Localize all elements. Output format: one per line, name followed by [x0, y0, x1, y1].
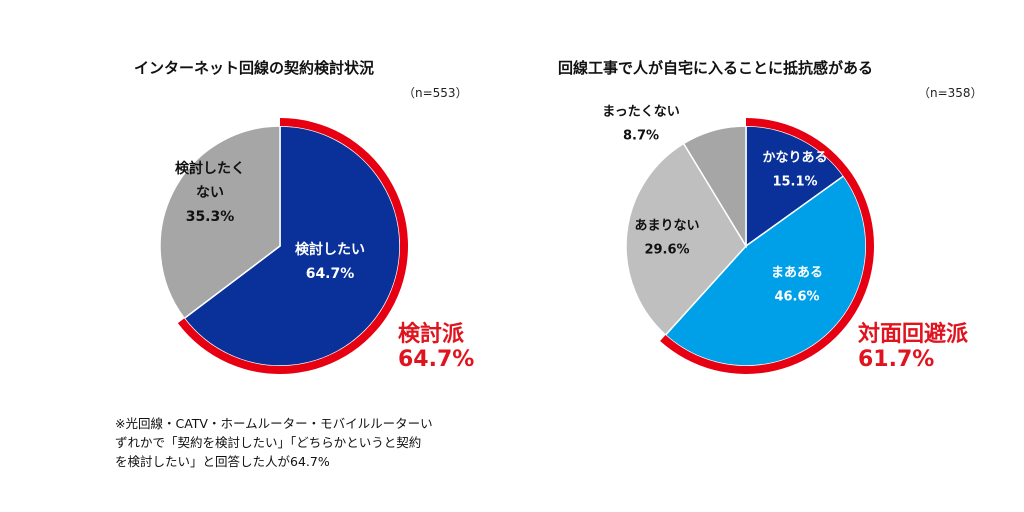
chart1-highlight-value: 64.7%: [398, 347, 475, 373]
chart2-highlight-ring: [660, 118, 875, 374]
chart2-slice-3-value: 29.6%: [644, 243, 689, 258]
chart2-slice-2: [664, 175, 867, 367]
chart1-slice-2-label: 検討したく: [175, 160, 245, 177]
chart1-title: インターネット回線の契約検討状況: [134, 59, 375, 77]
footnote-line-2: ずれかで「契約を検討したい」「どちらかというと契約: [115, 435, 422, 450]
chart2-slice-3: [625, 142, 747, 337]
chart1-highlight-label: 検討派 64.7%: [398, 322, 474, 373]
footnote-line-3: を検討したい」と回答した人が64.7%: [115, 454, 330, 469]
chart2-highlight-value: 61.7%: [858, 347, 935, 373]
chart2-highlight-name: 対面回避派: [858, 322, 969, 347]
chart1-slice-1-label: 検討したい: [295, 241, 365, 258]
chart1-slice-2-label: ない: [196, 185, 224, 201]
chart2-sample-size: （n=358）: [918, 86, 983, 100]
chart2-slice-4-label: まったくない: [602, 105, 679, 120]
chart2-slice-2-value: 46.6%: [774, 290, 819, 305]
chart1-sample-size: （n=553）: [403, 86, 468, 100]
chart2-slice-4: [682, 125, 747, 249]
chart2-slice-3-label: あまりない: [634, 219, 699, 234]
chart2-slice-2-label: まあある: [771, 266, 823, 281]
chart2-slice-1-value: 15.1%: [772, 175, 817, 190]
chart2-slice-1-label: かなりある: [762, 151, 827, 166]
chart1-slice-2: [159, 125, 281, 320]
chart2-slice-4-value: 8.7%: [623, 129, 659, 144]
chart2-title: 回線工事で人が自宅に入ることに抵抗感がある: [558, 59, 874, 77]
chart1-footnote: ※光回線・CATV・ホームルーター・モバイルルーターい ずれかで「契約を検討した…: [115, 414, 433, 471]
chart1-slice-1-value: 64.7%: [306, 266, 355, 282]
chart2-highlight-label: 対面回避派 61.7%: [858, 322, 968, 373]
chart2-slice-1: [745, 125, 845, 248]
chart1-slice-2-value: 35.3%: [186, 209, 235, 225]
chart1-highlight-name: 検討派: [398, 322, 465, 347]
footnote-line-1: ※光回線・CATV・ホームルーター・モバイルルーターい: [115, 416, 433, 431]
